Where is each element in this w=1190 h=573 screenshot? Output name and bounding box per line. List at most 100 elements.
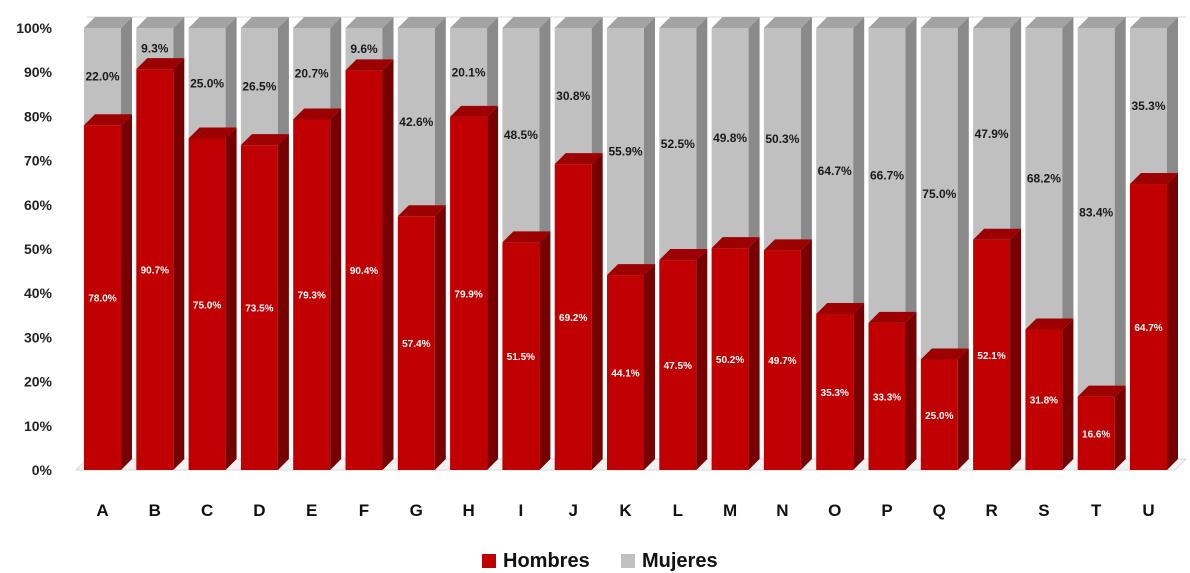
- bar-mujeres-top: [188, 17, 237, 28]
- bar-hombres-top: [345, 59, 394, 71]
- y-tick-label: 10%: [24, 418, 53, 434]
- bar-hombres-top: [397, 205, 446, 217]
- legend: Hombres Mujeres: [482, 550, 718, 572]
- bar-mujeres-top: [293, 17, 342, 28]
- bar-hombres-top: [293, 108, 342, 120]
- bar-mujeres-top: [973, 17, 1022, 28]
- bar-mujeres-side: [225, 17, 237, 139]
- y-tick-label: 90%: [24, 64, 53, 80]
- bar-hombres: [763, 250, 801, 470]
- data-label-mujeres: 35.3%: [1131, 99, 1165, 113]
- bar-hombres-top: [240, 134, 289, 146]
- bar-mujeres-top: [607, 17, 655, 28]
- data-label-mujeres: 30.8%: [556, 89, 590, 103]
- bar-hombres-side: [225, 127, 237, 470]
- bar-hombres-top: [450, 105, 499, 117]
- bar-mujeres-side: [487, 17, 499, 117]
- bar-hombres-top: [136, 58, 185, 70]
- x-tick-label: G: [410, 501, 423, 520]
- bar-hombres-side: [434, 205, 446, 471]
- data-label-mujeres: 20.7%: [295, 67, 329, 81]
- bar-mujeres-top: [450, 17, 499, 28]
- legend-label-mujeres: Mujeres: [642, 550, 718, 572]
- data-label-hombres: 64.7%: [1134, 323, 1162, 334]
- data-label-hombres: 75.0%: [193, 300, 221, 311]
- bar-mujeres-side: [121, 17, 132, 126]
- data-labels-layer: 78.0% 22.0% 90.7% 9.3% 75.0% 25.0% 73.5% 26.5% 7…: [85, 42, 1165, 441]
- bar-hombres-side: [905, 311, 917, 470]
- bar-hombres: [345, 70, 383, 470]
- bar-hombres: [554, 164, 592, 471]
- bar-hombres-top: [84, 114, 132, 126]
- bar-mujeres-side: [539, 17, 551, 243]
- bar-mujeres-side: [277, 17, 289, 146]
- bar-mujeres-top: [502, 17, 551, 28]
- x-tick-label: J: [568, 501, 577, 520]
- x-tick-label: D: [253, 501, 265, 520]
- bar-mujeres-top: [345, 17, 394, 28]
- bar-hombres-side: [853, 302, 865, 470]
- bar-hombres-top: [1130, 173, 1178, 185]
- bar-hombres-side: [1010, 228, 1022, 470]
- data-label-hombres: 57.4%: [402, 339, 430, 350]
- x-tick-label: M: [723, 501, 737, 520]
- bar-hombres: [136, 69, 174, 470]
- bar-mujeres-side: [330, 17, 342, 120]
- data-label-mujeres: 47.9%: [975, 127, 1009, 141]
- data-label-hombres: 51.5%: [507, 352, 535, 363]
- bar-hombres: [868, 322, 906, 470]
- x-tick-label: B: [149, 501, 161, 520]
- data-label-mujeres: 83.4%: [1079, 205, 1113, 219]
- legend-label-hombres: Hombres: [503, 550, 590, 572]
- bar-mujeres-side: [1062, 17, 1074, 330]
- bar-mujeres: [816, 28, 854, 314]
- bar-mujeres: [240, 28, 278, 146]
- data-label-mujeres: 66.7%: [870, 168, 904, 182]
- bar-hombres-top: [920, 348, 969, 360]
- bar-mujeres-side: [382, 17, 394, 71]
- bar-hombres-side: [748, 237, 760, 470]
- bar-hombres: [816, 313, 854, 470]
- data-label-mujeres: 68.2%: [1027, 172, 1061, 186]
- bar-hombres-top: [607, 264, 655, 276]
- bar-mujeres: [502, 28, 540, 243]
- x-tick-label: F: [359, 501, 369, 520]
- bar-mujeres: [450, 28, 488, 117]
- bar-hombres: [240, 145, 278, 470]
- data-label-mujeres: 75.0%: [922, 187, 956, 201]
- y-tick-label: 40%: [24, 285, 53, 301]
- bar-hombres: [1025, 329, 1063, 470]
- legend-swatch-hombres: [482, 554, 496, 568]
- data-label-hombres: 69.2%: [559, 313, 587, 324]
- bar-mujeres-side: [1114, 17, 1126, 397]
- bar-hombres: [188, 138, 226, 470]
- data-label-mujeres: 48.5%: [504, 128, 538, 142]
- bar-mujeres-top: [84, 17, 132, 28]
- bar-mujeres-top: [659, 17, 708, 28]
- bar-hombres-side: [173, 58, 185, 471]
- bar-hombres-side: [957, 348, 969, 470]
- bar-mujeres: [973, 28, 1011, 240]
- data-label-mujeres: 52.5%: [661, 137, 695, 151]
- bar-hombres-top: [1025, 318, 1074, 330]
- y-tick-label: 50%: [24, 241, 53, 257]
- bar-mujeres-side: [957, 17, 969, 360]
- data-label-mujeres: 64.7%: [818, 164, 852, 178]
- y-tick-label: 0%: [32, 462, 53, 478]
- bar-hombres-side: [800, 239, 812, 470]
- x-tick-label: C: [201, 501, 213, 520]
- bar-mujeres-top: [763, 17, 812, 28]
- bar-mujeres-side: [173, 17, 185, 70]
- data-label-hombres: 31.8%: [1030, 396, 1058, 407]
- bar-mujeres-top: [397, 17, 446, 28]
- bar-mujeres-top: [554, 17, 603, 28]
- bar-hombres-top: [554, 153, 603, 165]
- x-tick-label: K: [619, 501, 632, 520]
- bar-mujeres-side: [853, 17, 865, 314]
- x-tick-label: H: [462, 501, 474, 520]
- y-tick-label: 100%: [16, 20, 52, 36]
- bar-mujeres: [188, 28, 226, 139]
- bar-mujeres-side: [905, 17, 917, 323]
- bar-mujeres: [659, 28, 697, 261]
- data-label-hombres: 47.5%: [664, 361, 692, 372]
